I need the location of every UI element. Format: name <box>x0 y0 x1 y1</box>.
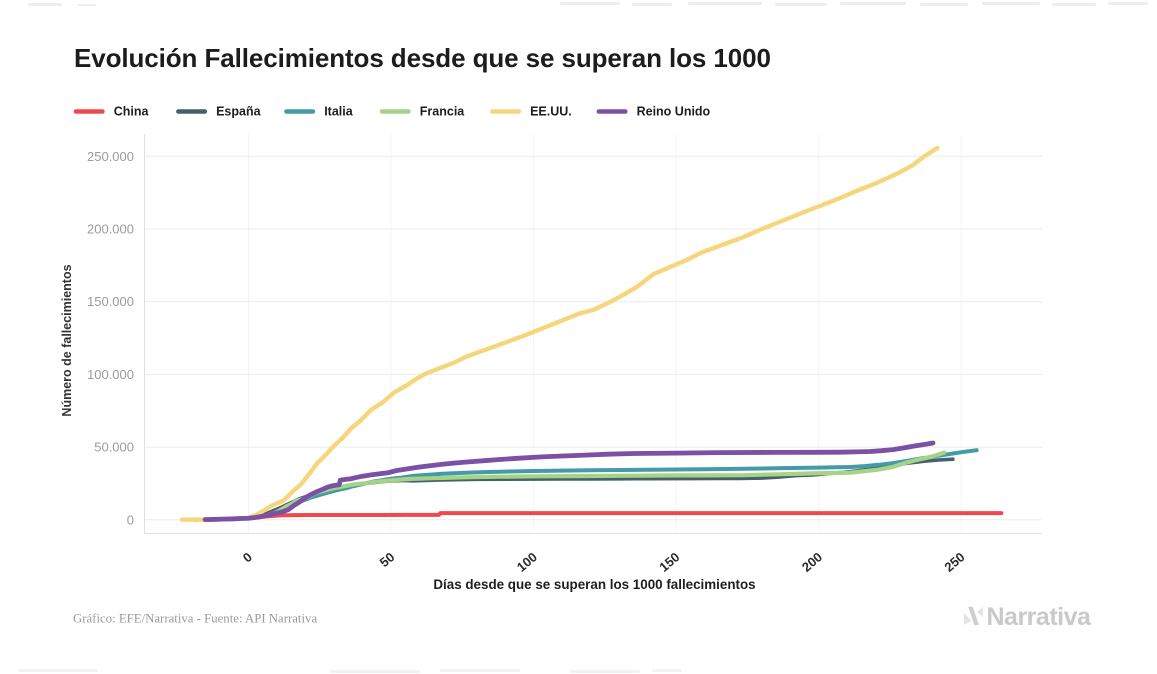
svg-text:250.000: 250.000 <box>87 149 134 164</box>
svg-text:Francia: Francia <box>420 105 466 119</box>
svg-text:150.000: 150.000 <box>87 294 134 309</box>
svg-text:Narrativa: Narrativa <box>987 603 1092 631</box>
svg-text:Italia: Italia <box>324 105 354 119</box>
svg-text:EE.UU.: EE.UU. <box>530 105 572 119</box>
svg-text:200.000: 200.000 <box>87 222 134 237</box>
svg-text:Gráfico: EFE/Narrativa - Fuent: Gráfico: EFE/Narrativa - Fuente: API Nar… <box>73 612 317 626</box>
svg-text:Evolución Fallecimientos desde: Evolución Fallecimientos desde que se su… <box>74 43 771 73</box>
svg-text:Número de fallecimientos: Número de fallecimientos <box>60 264 74 416</box>
svg-text:Reino Unido: Reino Unido <box>637 105 711 119</box>
svg-text:Días desde que se superan los: Días desde que se superan los 1000 falle… <box>433 577 755 592</box>
svg-text:China: China <box>114 105 150 119</box>
svg-text:100.000: 100.000 <box>87 367 134 382</box>
svg-text:50.000: 50.000 <box>94 440 134 455</box>
svg-text:España: España <box>216 105 262 119</box>
svg-text:0: 0 <box>127 512 134 527</box>
